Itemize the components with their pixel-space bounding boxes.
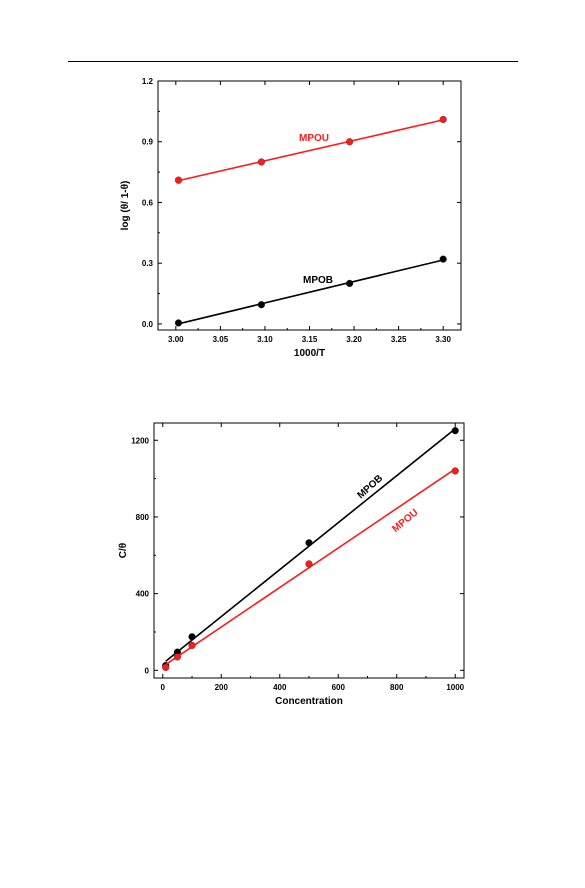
data-point-mpob [188,633,196,641]
series-label-mpou: MPOU [390,507,420,535]
x-axis-title: Concentration [275,696,343,707]
y-tick-label: 0.0 [142,320,154,329]
y-tick-label: 1200 [131,436,149,445]
x-tick-label: 1000 [446,683,464,692]
data-point-mpob [439,255,447,263]
data-point-mpou [162,663,170,672]
series-label-mpou: MPOU [299,133,329,144]
data-point-mpou [451,467,459,475]
x-tick-label: 3.20 [346,335,362,344]
x-axis-title: 1000/T [294,348,325,359]
x-tick-label: 600 [332,683,346,692]
y-tick-label: 0.6 [142,198,154,207]
y-axis-title: C/θ [118,543,129,558]
data-point-mpou [257,158,265,166]
data-point-mpou [188,641,196,650]
x-tick-label: 200 [215,683,229,692]
fit-line-mpob [178,259,444,325]
series-label-mpob: MPOB [303,275,333,286]
y-tick-label: 400 [136,590,150,599]
y-axis-title: log (θ/ 1-θ) [120,181,131,231]
data-point-mpou [174,176,183,184]
x-tick-label: 400 [273,683,287,692]
x-tick-label: 800 [390,683,404,692]
y-tick-label: 0.3 [142,259,154,268]
data-point-mpou [173,653,181,661]
page-header-rule [68,61,518,62]
data-point-mpob [257,301,265,309]
y-tick-label: 0 [145,666,150,675]
data-point-mpob [174,319,183,327]
data-point-mpou [346,138,354,146]
data-point-mpou [439,115,447,124]
x-tick-label: 3.10 [257,335,273,344]
plot-frame [153,422,465,679]
x-tick-label: 3.15 [302,335,318,344]
data-point-mpob [451,427,459,435]
x-tick-label: 3.30 [435,335,451,344]
x-tick-label: 3.05 [213,335,229,344]
y-tick-label: 0.9 [142,138,154,147]
x-tick-label: 0 [161,683,166,692]
data-point-mpob [346,279,354,288]
data-point-mpou [305,560,313,568]
x-tick-label: 3.25 [391,335,407,344]
x-tick-label: 3.00 [168,335,184,344]
data-point-mpob [305,539,313,547]
y-tick-label: 1.2 [142,77,154,86]
y-tick-label: 800 [136,513,150,522]
fit-line-mpou [178,119,444,182]
